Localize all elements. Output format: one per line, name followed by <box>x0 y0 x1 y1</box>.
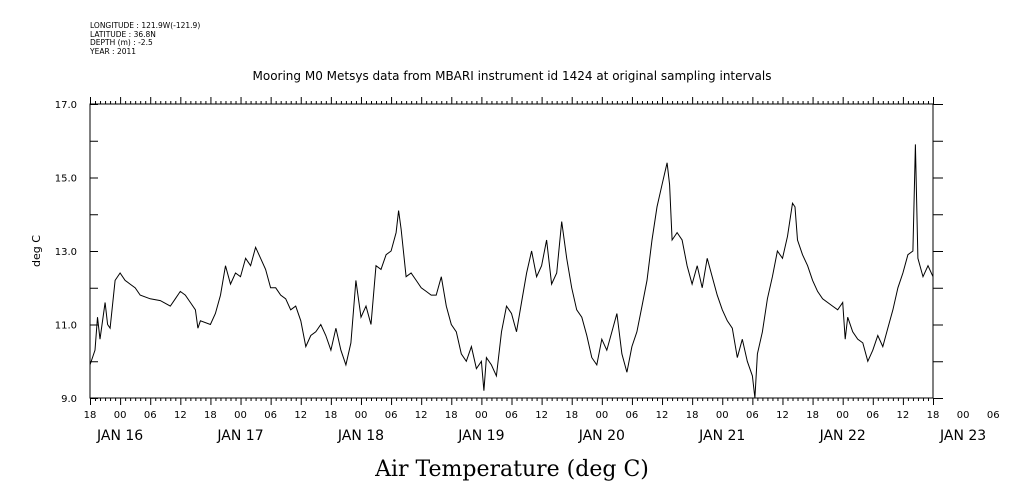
x-hour-tick-label: 06 <box>987 410 1000 421</box>
x-day-label: JAN 16 <box>96 428 143 444</box>
x-hour-tick-label: 18 <box>445 410 458 421</box>
y-tick-labels: 9.0 11.0 13.0 15.0 17.0 <box>55 100 77 405</box>
x-hour-tick-label: 18 <box>324 410 337 421</box>
x-hour-tick-label: 06 <box>626 410 639 421</box>
x-hour-tick-label: 18 <box>204 410 217 421</box>
x-day-labels: JAN 16 JAN 17 JAN 18 JAN 19 JAN 20 JAN 21 JAN … <box>96 428 986 444</box>
latitude-text: LATITUDE : 36.8N <box>90 29 156 39</box>
x-axis-label: Air Temperature (deg C) <box>374 457 649 482</box>
x-hour-tick-label: 00 <box>716 410 729 421</box>
year-text: YEAR : 2011 <box>90 46 137 56</box>
y-tick-label: 9.0 <box>61 394 77 405</box>
y-tick-label: 17.0 <box>55 100 77 111</box>
metadata-block: LONGITUDE : 121.9W(-121.9) LATITUDE : 36… <box>90 21 201 56</box>
x-hour-tick-label: 06 <box>866 410 879 421</box>
x-hour-tick-label: 18 <box>84 410 97 421</box>
x-day-label: JAN 20 <box>578 428 625 444</box>
plot-frame <box>89 103 934 399</box>
x-hour-tick-label: 00 <box>595 410 608 421</box>
x-hour-tick-label: 12 <box>174 410 187 421</box>
depth-text: DEPTH (m) : -2.5 <box>90 38 153 47</box>
x-hour-tick-label: 00 <box>355 410 368 421</box>
axis-ticks <box>90 97 943 405</box>
x-hour-tick-label: 18 <box>806 410 819 421</box>
x-hour-tick-label: 12 <box>897 410 910 421</box>
chart-title: Mooring M0 Metsys data from MBARI instru… <box>253 69 772 83</box>
x-hour-tick-label: 00 <box>957 410 970 421</box>
x-hour-tick-label: 18 <box>927 410 940 421</box>
x-hour-tick-label: 12 <box>415 410 428 421</box>
x-hour-tick-label: 12 <box>294 410 307 421</box>
x-hour-tick-label: 06 <box>746 410 759 421</box>
x-day-label: JAN 19 <box>457 428 504 444</box>
x-day-label: JAN 21 <box>698 428 745 444</box>
x-hour-tick-label: 00 <box>475 410 488 421</box>
x-day-label: JAN 23 <box>939 428 986 444</box>
x-hour-tick-label: 06 <box>505 410 518 421</box>
y-tick-label: 15.0 <box>55 174 77 185</box>
x-hour-tick-label: 12 <box>656 410 669 421</box>
y-tick-label: 13.0 <box>55 247 77 258</box>
x-hour-tick-label: 00 <box>114 410 127 421</box>
y-axis-label: deg C <box>30 235 43 267</box>
x-tick-labels: 18 00 06 12 18 00 06 12 18 00 06 12 18 00 06 12 18 00 06 12… <box>84 410 1000 421</box>
longitude-text: LONGITUDE : 121.9W(-121.9) <box>90 21 201 30</box>
x-day-label: JAN 22 <box>819 428 866 444</box>
y-tick-label: 11.0 <box>55 321 77 332</box>
x-day-label: JAN 18 <box>337 428 384 444</box>
x-hour-tick-label: 12 <box>535 410 548 421</box>
x-hour-tick-label: 12 <box>776 410 789 421</box>
x-hour-tick-label: 00 <box>836 410 849 421</box>
x-hour-tick-label: 06 <box>385 410 398 421</box>
x-hour-tick-label: 06 <box>144 410 157 421</box>
x-hour-tick-label: 18 <box>565 410 578 421</box>
x-hour-tick-label: 18 <box>686 410 699 421</box>
series-line <box>89 144 934 399</box>
x-day-label: JAN 17 <box>216 428 263 444</box>
x-hour-tick-label: 06 <box>264 410 277 421</box>
x-hour-tick-label: 00 <box>234 410 247 421</box>
